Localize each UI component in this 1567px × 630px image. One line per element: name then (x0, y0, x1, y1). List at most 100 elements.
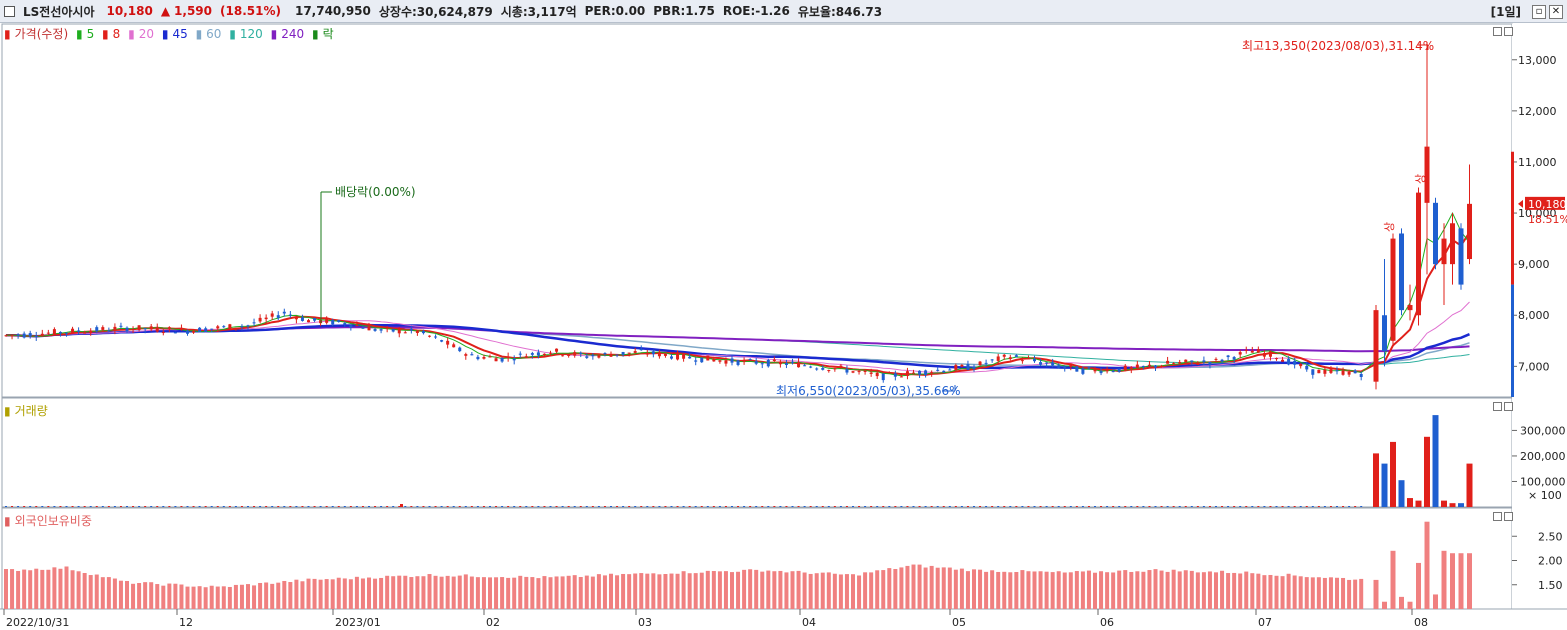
foreign-ratio-bar (699, 572, 704, 609)
candle-body (300, 317, 304, 321)
candle-body (561, 355, 565, 357)
candle-body (506, 356, 510, 359)
foreign-ratio-bar (149, 582, 154, 609)
volume-bar (864, 506, 867, 507)
volume-legend-label: 거래량 (14, 404, 48, 418)
volume-bar (1239, 506, 1242, 507)
price-panel-close-icon[interactable] (1504, 27, 1513, 36)
foreign-ratio-bar (1068, 572, 1073, 609)
volume-bar (17, 506, 20, 507)
volume-bar (876, 506, 879, 507)
foreign-ratio-bar (1341, 577, 1346, 609)
candle-body (1081, 368, 1085, 374)
foreign-ratio-bar (330, 579, 335, 609)
candle-body (803, 365, 807, 367)
volume-bar (1045, 506, 1048, 507)
candle-body (1399, 233, 1404, 311)
candle-body (996, 356, 1000, 361)
foreign-ratio-bar (1407, 601, 1413, 609)
window-restore-icon[interactable]: ▫ (1532, 4, 1546, 19)
foreign-ratio-bar (1183, 570, 1188, 609)
period-selector[interactable]: [1일] (1490, 5, 1521, 19)
foreign-ratio-bar (1111, 572, 1116, 609)
legend-ma45: 45 (172, 27, 188, 41)
foreign-ratio-bar (857, 575, 862, 609)
close-icon[interactable]: ✕ (1549, 4, 1563, 19)
foreign-ratio-bar (1256, 573, 1261, 609)
foreign-ratio-bar (1008, 572, 1013, 609)
candle-body (446, 340, 450, 345)
candle-body (1226, 355, 1230, 358)
candle-body (343, 323, 347, 325)
volume-bar (960, 506, 963, 507)
volume-bar (531, 506, 534, 507)
foreign-ratio-bar (1080, 571, 1085, 609)
volume-bar (731, 506, 733, 507)
volume-bar (900, 506, 903, 507)
volume-bar (295, 506, 298, 507)
foreign-ratio-bar (766, 570, 771, 609)
volume-bar (301, 506, 304, 507)
foreign-ratio-bar (929, 565, 934, 609)
foreign-panel-close-icon[interactable] (1504, 512, 1513, 521)
price-panel-restore-icon[interactable] (1493, 27, 1502, 36)
volume-bar (942, 506, 945, 507)
candle-body (22, 333, 26, 338)
volume-bar (519, 506, 522, 507)
select-checkbox[interactable] (4, 5, 15, 17)
volume-bar (476, 506, 479, 507)
volume-panel-restore-icon[interactable] (1493, 402, 1502, 411)
candle-body (1390, 238, 1396, 341)
foreign-ratio-bar (802, 572, 807, 609)
candle-body (161, 332, 165, 334)
candle-body (415, 330, 419, 333)
legend-ma240: 240 (281, 27, 305, 41)
candle-body (845, 369, 849, 373)
stock-name[interactable]: LS전선아시아 (23, 4, 95, 19)
foreign-ratio-bar (1310, 577, 1315, 609)
candle-body (645, 353, 649, 355)
foreign-ratio-bar (445, 575, 450, 609)
candle-body (754, 361, 758, 364)
volume-bar (1009, 506, 1012, 507)
labels: 최고13,350(2023/08/03),31.14% 최저6,550(2023/… (320, 39, 1434, 398)
candle-body (615, 354, 619, 356)
foreign-ratio-bar (717, 571, 722, 609)
gridlines (0, 23, 1567, 621)
candle-body (113, 326, 117, 331)
volume-bar (452, 506, 455, 507)
foreign-ratio-bar (578, 576, 583, 609)
volume-bar (222, 506, 225, 507)
foreign-ratio-bar (869, 572, 874, 609)
volume-bar (138, 506, 141, 507)
foreign-ratio-bar (596, 574, 601, 609)
candle-body (1407, 305, 1413, 311)
volume-bar (1329, 506, 1332, 507)
foreign-ratio-bar (1135, 571, 1140, 609)
volume-bar (144, 506, 147, 507)
foreign-ratio-bar (602, 575, 607, 609)
volume-bar (1160, 506, 1163, 507)
volume-bar (1441, 500, 1447, 507)
foreign-ratio-bar (16, 570, 21, 609)
volume-bar (724, 506, 727, 507)
candle-body (875, 372, 879, 377)
volume-bar (458, 506, 461, 507)
foreign-ratio-bar (584, 575, 589, 609)
foreign-ratio-bar (270, 583, 275, 609)
candle-body (409, 328, 413, 331)
candle-body (198, 327, 202, 333)
candle-body (893, 373, 897, 377)
candle-body (536, 352, 540, 356)
candle-body (83, 332, 87, 334)
volume-bar (355, 506, 358, 507)
volume-bar (95, 506, 98, 507)
volume-bar (156, 506, 159, 507)
foreign-ratio-bar (1274, 575, 1279, 609)
foreign-ratio-bar (978, 569, 983, 609)
foreign-ratio-bar (167, 583, 172, 609)
volume-bar (1051, 506, 1054, 507)
foreign-ratio-bar (312, 578, 317, 609)
foreign-panel-restore-icon[interactable] (1493, 512, 1502, 521)
volume-panel-close-icon[interactable] (1504, 402, 1513, 411)
